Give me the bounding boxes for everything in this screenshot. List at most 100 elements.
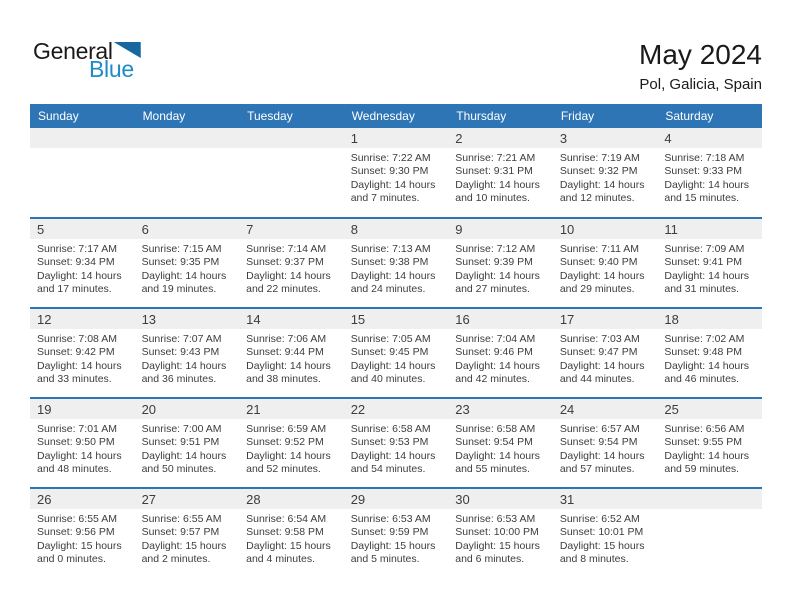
day-cell: 9 Sunrise: 7:12 AM Sunset: 9:39 PM Daylight… <box>448 218 553 308</box>
day-cell-details: Sunrise: 7:15 AM Sunset: 9:35 PM Daylight:… <box>135 239 240 297</box>
day-number-band: 9 <box>448 219 553 239</box>
sunrise-text: Sunrise: 7:21 AM <box>455 152 536 164</box>
calendar-week-row: 1 Sunrise: 7:22 AM Sunset: 9:30 PM Daylight… <box>30 128 762 218</box>
sunrise-text: Sunrise: 6:53 AM <box>455 513 536 525</box>
sunset-text: Sunset: 9:40 PM <box>559 256 638 269</box>
day-number: 18 <box>664 312 679 327</box>
day-number: 4 <box>664 131 672 146</box>
day-number-band: 28 <box>239 489 344 509</box>
sunset-text: Sunset: 9:51 PM <box>141 436 220 449</box>
day-cell-details: Sunrise: 7:00 AM Sunset: 9:51 PM Daylight:… <box>135 419 240 477</box>
day-cell-details: Sunrise: 6:53 AM Sunset: 9:59 PM Daylight:… <box>344 509 449 567</box>
day-cell-details: Sunrise: 7:01 AM Sunset: 9:50 PM Daylight:… <box>30 419 135 477</box>
sunset-text: Sunset: 9:52 PM <box>246 436 324 449</box>
day-cell: 5 Sunrise: 7:17 AM Sunset: 9:34 PM Daylight… <box>30 218 135 308</box>
sunrise-text: Sunrise: 7:19 AM <box>559 152 640 164</box>
day-number: 26 <box>37 492 52 507</box>
day-number-band: 2 <box>448 128 553 148</box>
day-number-band: 23 <box>448 399 553 419</box>
day-number-band <box>239 128 344 148</box>
daylight-text: Daylight: 14 hours and 12 minutes. <box>559 178 645 205</box>
sunrise-text: Sunrise: 6:52 AM <box>559 513 640 525</box>
sunset-text: Sunset: 9:38 PM <box>350 256 429 269</box>
day-cell-details: Sunrise: 7:06 AM Sunset: 9:44 PM Daylight:… <box>239 329 344 387</box>
weekday-header-cell: Saturday <box>657 104 762 128</box>
daylight-text: Daylight: 14 hours and 59 minutes. <box>664 449 750 476</box>
day-cell: 30 Sunrise: 6:53 AM Sunset: 10:00 PM Daylig… <box>448 488 553 578</box>
sunset-text: Sunset: 9:43 PM <box>141 346 220 359</box>
daylight-text: Daylight: 14 hours and 27 minutes. <box>455 269 540 296</box>
sunrise-text: Sunrise: 6:55 AM <box>141 513 222 525</box>
day-number-band: 25 <box>657 399 762 419</box>
day-number-band: 29 <box>343 489 449 509</box>
sunrise-text: Sunrise: 7:12 AM <box>455 243 536 255</box>
day-cell: 20 Sunrise: 7:00 AM Sunset: 9:51 PM Dayligh… <box>134 398 240 488</box>
day-number-band: 17 <box>552 309 658 329</box>
title-block: May 2024 Pol, Galicia, Spain <box>639 40 762 94</box>
day-number-band: 15 <box>343 309 449 329</box>
sunset-text: Sunset: 9:54 PM <box>455 436 533 449</box>
daylight-text: Daylight: 14 hours and 19 minutes. <box>141 269 227 296</box>
day-number-band: 26 <box>30 489 135 509</box>
day-number: 7 <box>246 222 254 237</box>
sunrise-text: Sunrise: 7:14 AM <box>246 243 327 255</box>
day-cell-details: Sunrise: 6:54 AM Sunset: 9:58 PM Daylight:… <box>239 509 344 567</box>
sunset-text: Sunset: 9:33 PM <box>664 165 743 178</box>
day-cell: 16 Sunrise: 7:04 AM Sunset: 9:46 PM Dayligh… <box>448 308 553 398</box>
sunrise-text: Sunrise: 7:01 AM <box>37 423 117 435</box>
day-number: 20 <box>141 402 157 417</box>
sunrise-text: Sunrise: 7:09 AM <box>664 243 745 255</box>
day-number: 19 <box>37 402 52 417</box>
weekday-header-cell: Friday <box>552 104 658 128</box>
day-number: 17 <box>559 312 575 327</box>
sunrise-text: Sunrise: 7:08 AM <box>37 333 117 345</box>
day-cell-details: Sunrise: 7:14 AM Sunset: 9:37 PM Daylight:… <box>239 239 344 297</box>
sunrise-text: Sunrise: 7:00 AM <box>141 423 222 435</box>
sunrise-text: Sunrise: 7:05 AM <box>350 333 431 345</box>
day-number-band: 10 <box>552 219 658 239</box>
day-cell: 22 Sunrise: 6:58 AM Sunset: 9:53 PM Dayligh… <box>343 398 449 488</box>
daylight-text: Daylight: 15 hours and 6 minutes. <box>455 539 540 566</box>
day-number-band: 24 <box>552 399 658 419</box>
weekday-header-cell: Monday <box>134 104 240 128</box>
daylight-text: Daylight: 15 hours and 8 minutes. <box>559 539 645 566</box>
day-cell: 11 Sunrise: 7:09 AM Sunset: 9:41 PM Dayligh… <box>657 218 762 308</box>
day-cell: 1 Sunrise: 7:22 AM Sunset: 9:30 PM Daylight… <box>343 128 449 218</box>
sunrise-text: Sunrise: 7:18 AM <box>664 152 745 164</box>
sunrise-text: Sunrise: 6:56 AM <box>664 423 745 435</box>
day-cell-details: Sunrise: 6:55 AM Sunset: 9:57 PM Daylight:… <box>135 509 240 567</box>
daylight-text: Daylight: 14 hours and 40 minutes. <box>350 359 436 386</box>
day-cell-details: Sunrise: 6:52 AM Sunset: 10:01 PM Daylight… <box>553 509 658 567</box>
empty-day-cell <box>30 128 135 218</box>
weekday-header-cell: Sunday <box>30 104 135 128</box>
day-cell: 23 Sunrise: 6:58 AM Sunset: 9:54 PM Dayligh… <box>448 398 553 488</box>
sunset-text: Sunset: 9:39 PM <box>455 256 533 269</box>
day-cell-details: Sunrise: 7:07 AM Sunset: 9:43 PM Daylight:… <box>135 329 240 387</box>
day-number: 6 <box>141 222 149 237</box>
daylight-text: Daylight: 15 hours and 4 minutes. <box>246 539 331 566</box>
day-cell-details: Sunrise: 7:21 AM Sunset: 9:31 PM Daylight:… <box>448 148 553 206</box>
sunset-text: Sunset: 10:00 PM <box>455 526 539 539</box>
calendar-body: 1 Sunrise: 7:22 AM Sunset: 9:30 PM Daylight… <box>30 128 762 578</box>
sunset-text: Sunset: 9:42 PM <box>37 346 115 359</box>
sunrise-text: Sunrise: 7:04 AM <box>455 333 536 345</box>
day-number-band: 19 <box>30 399 135 419</box>
day-cell: 26 Sunrise: 6:55 AM Sunset: 9:56 PM Dayligh… <box>30 488 135 578</box>
day-cell-details: Sunrise: 7:11 AM Sunset: 9:40 PM Daylight:… <box>553 239 658 297</box>
day-cell: 24 Sunrise: 6:57 AM Sunset: 9:54 PM Dayligh… <box>552 398 658 488</box>
daylight-text: Daylight: 14 hours and 52 minutes. <box>246 449 331 476</box>
day-number-band: 8 <box>343 219 449 239</box>
daylight-text: Daylight: 14 hours and 7 minutes. <box>350 178 436 205</box>
day-cell: 8 Sunrise: 7:13 AM Sunset: 9:38 PM Daylight… <box>343 218 449 308</box>
sunrise-text: Sunrise: 7:02 AM <box>664 333 745 345</box>
day-cell: 21 Sunrise: 6:59 AM Sunset: 9:52 PM Dayligh… <box>239 398 344 488</box>
sunset-text: Sunset: 9:44 PM <box>246 346 324 359</box>
day-cell: 27 Sunrise: 6:55 AM Sunset: 9:57 PM Dayligh… <box>134 488 240 578</box>
day-cell: 31 Sunrise: 6:52 AM Sunset: 10:01 PM Daylig… <box>552 488 658 578</box>
day-number: 12 <box>37 312 52 327</box>
sunset-text: Sunset: 9:32 PM <box>559 165 638 178</box>
month-title: May 2024 <box>639 39 762 70</box>
weekday-header-cell: Thursday <box>448 104 553 128</box>
sunset-text: Sunset: 9:58 PM <box>246 526 324 539</box>
daylight-text: Daylight: 15 hours and 0 minutes. <box>37 539 122 566</box>
